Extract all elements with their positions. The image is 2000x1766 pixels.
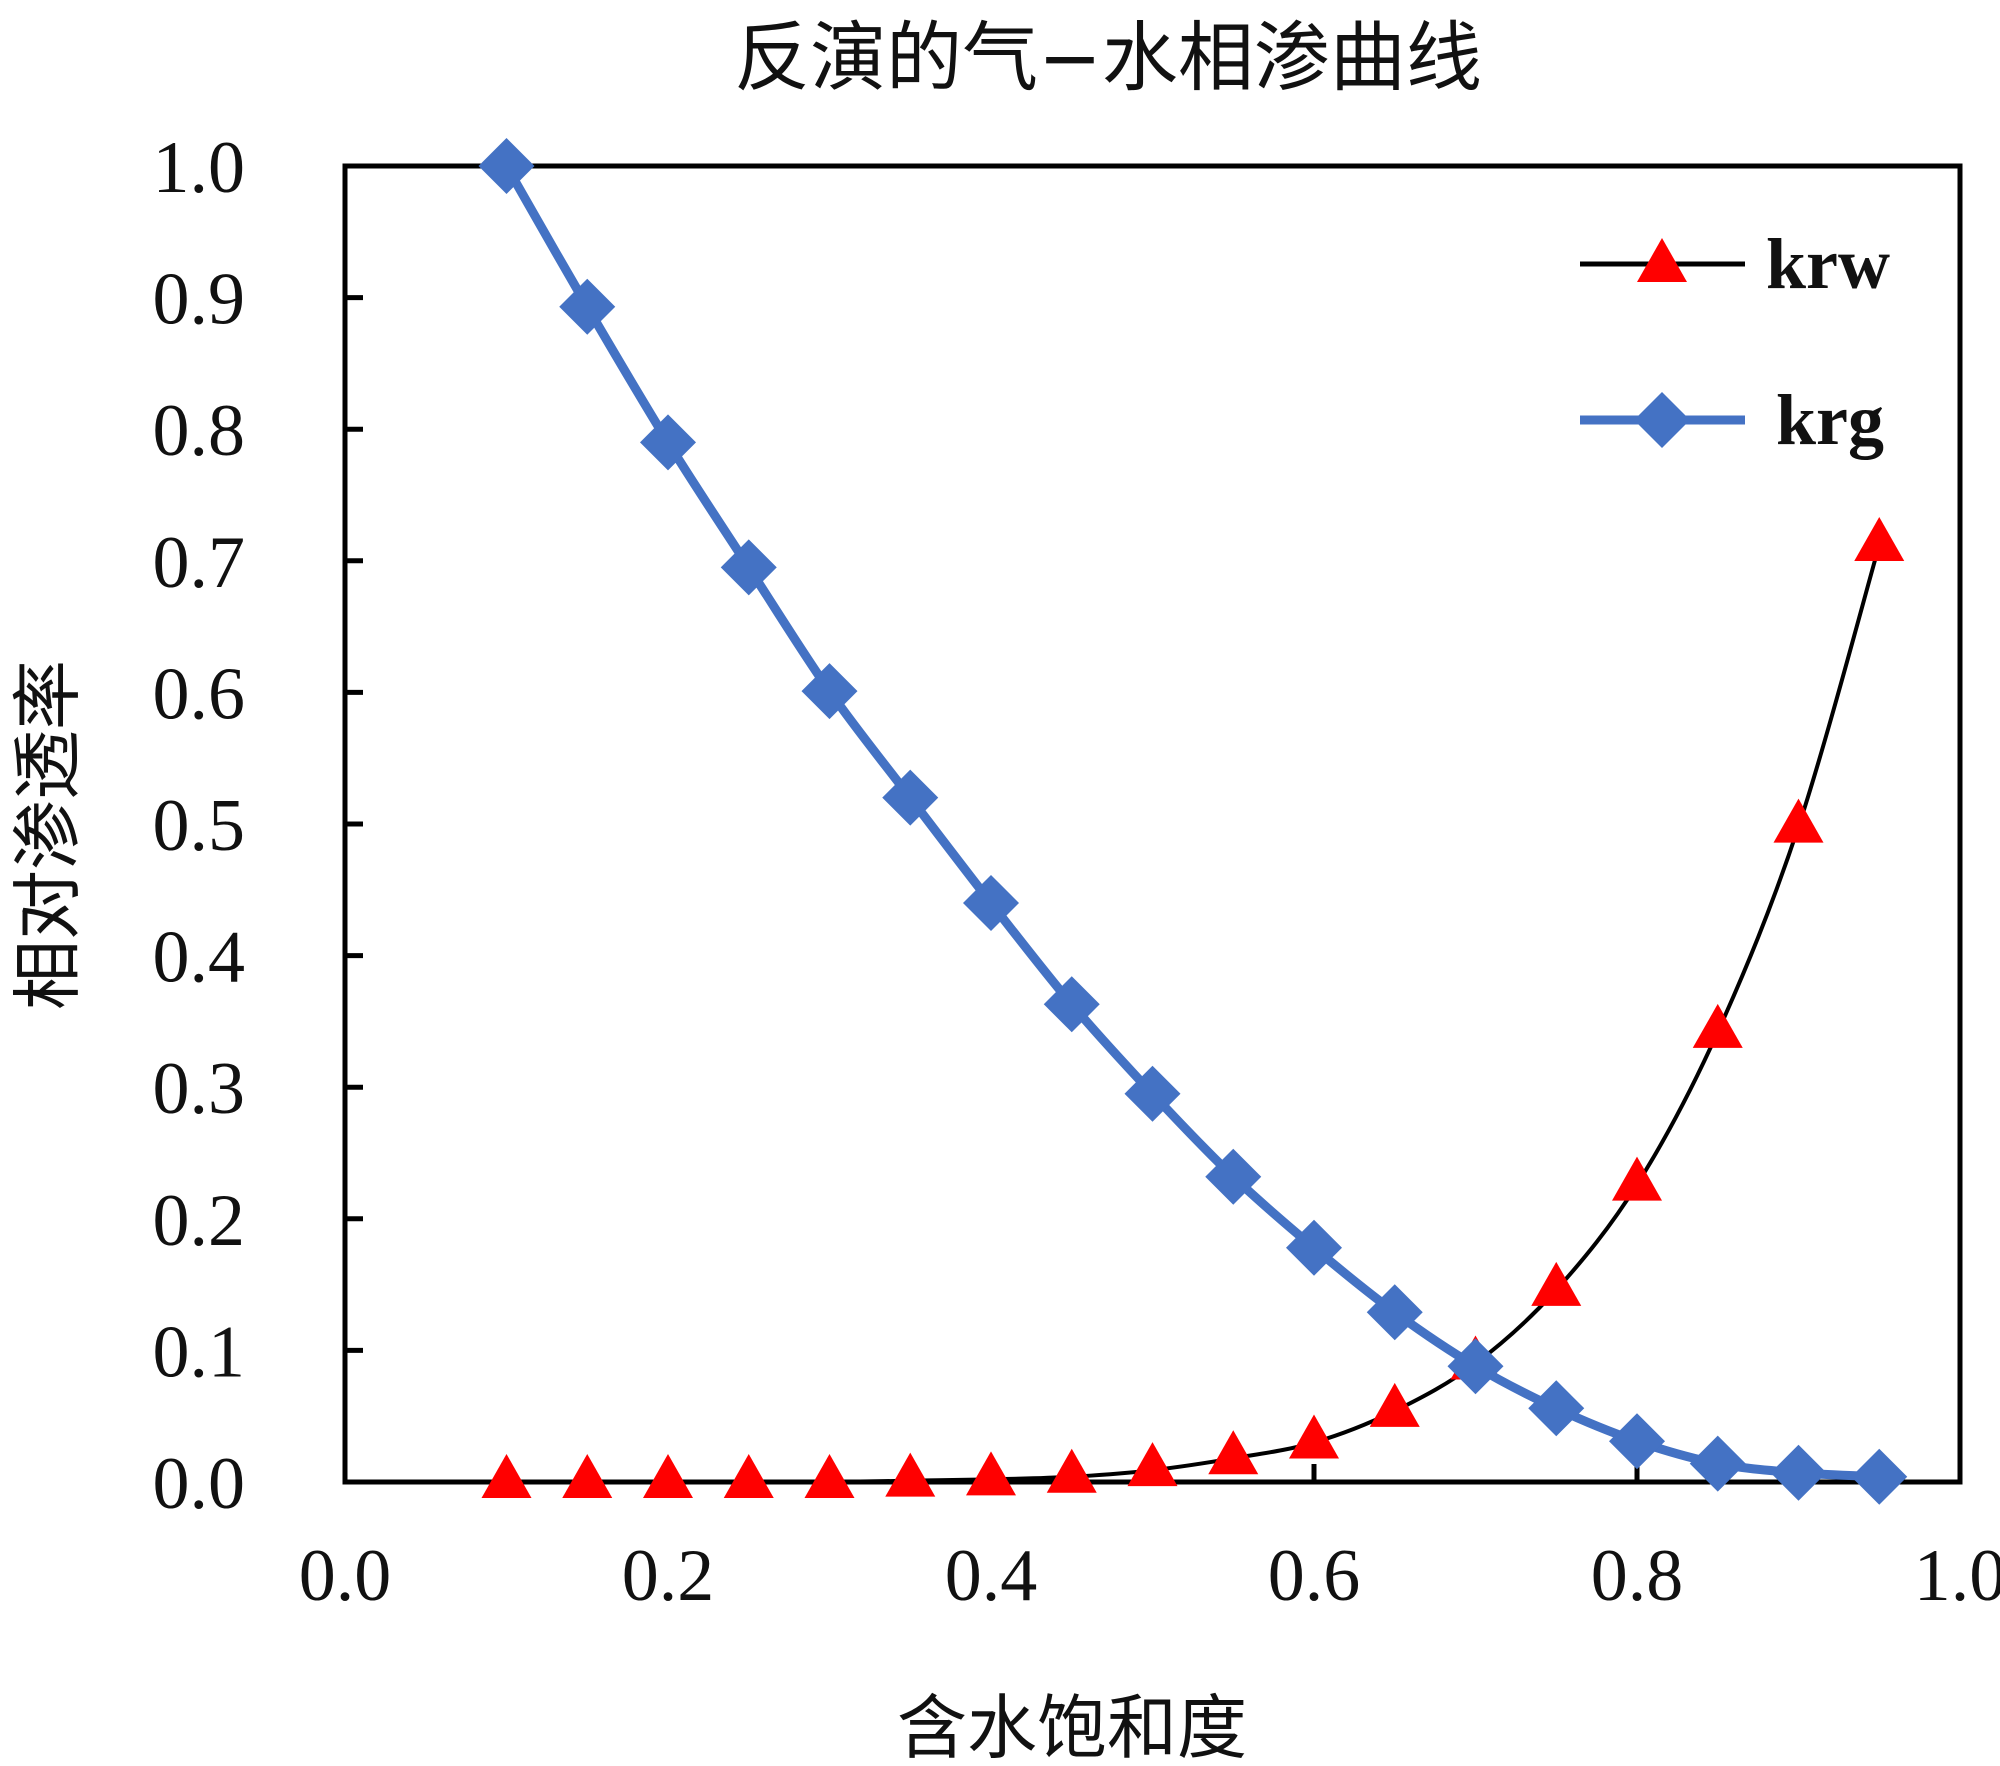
series-krw-marker — [1854, 517, 1905, 562]
series-krg-marker — [1689, 1435, 1746, 1492]
series-krw-marker — [1531, 1261, 1582, 1306]
series-layer — [478, 138, 1908, 1505]
y-axis-label: 相对渗透率 — [7, 660, 89, 1010]
series-krg-marker — [1124, 1065, 1181, 1122]
series-krg-line — [502, 163, 1880, 1482]
y-tick-label: 0.6 — [153, 653, 246, 735]
series-krg-marker — [882, 769, 939, 826]
x-tick-label: 0.0 — [299, 1535, 392, 1617]
series-krg-marker — [640, 414, 696, 471]
chart-title: 反演的气−水相渗曲线 — [734, 13, 1482, 102]
series-krw-marker — [562, 1454, 613, 1498]
series-krg-marker — [478, 138, 535, 194]
series-krw-marker — [1369, 1382, 1420, 1427]
series-krg-marker — [1770, 1444, 1827, 1501]
series-krw-marker — [1046, 1448, 1097, 1493]
y-tick-label: 0.3 — [153, 1048, 246, 1130]
series-krg-marker — [1447, 1338, 1504, 1395]
series-krg-marker — [1205, 1148, 1262, 1205]
series-krw-marker — [966, 1451, 1016, 1496]
y-tick-label: 0.4 — [153, 917, 246, 999]
series-krw-marker — [1612, 1156, 1662, 1201]
series-krg-marker — [1609, 1413, 1665, 1470]
y-tick-label: 0.5 — [153, 785, 246, 867]
x-tick-label: 1.0 — [1914, 1535, 2000, 1617]
series-krw-marker — [804, 1454, 855, 1498]
series-krg-marker — [1851, 1448, 1908, 1505]
y-tick-label: 0.8 — [153, 390, 246, 472]
y-tick-label: 0.7 — [153, 522, 246, 604]
series-krg-marker — [801, 663, 858, 720]
plot-frame — [342, 163, 1963, 1485]
x-axis-label: 含水饱和度 — [897, 1687, 1247, 1766]
y-tick-label: 0.9 — [153, 259, 246, 341]
series-krw-marker — [723, 1454, 774, 1498]
series-krg-marker — [720, 539, 777, 596]
x-tick-label: 0.2 — [622, 1535, 715, 1617]
y-tick-label: 1.0 — [153, 127, 246, 209]
series-krw-marker — [481, 1454, 532, 1498]
series-krw-line — [506, 544, 1882, 1485]
y-tick-label: 0.0 — [153, 1443, 246, 1525]
y-tick-label: 0.2 — [153, 1180, 246, 1262]
series-krw-marker — [1208, 1430, 1259, 1475]
series-krg-marker — [1286, 1219, 1342, 1276]
x-tick-label: 0.4 — [945, 1535, 1038, 1617]
series-krg-marker — [559, 278, 616, 335]
series-krg-marker — [1043, 976, 1100, 1033]
x-tick-label: 0.6 — [1268, 1535, 1361, 1617]
series-krw-marker — [1127, 1442, 1178, 1487]
series-krg-marker — [963, 874, 1019, 931]
legend-krg-label: krg — [1776, 380, 1884, 460]
series-krw-marker — [1692, 1003, 1743, 1048]
series-krw-marker — [1289, 1414, 1339, 1459]
series-krw-marker — [885, 1452, 936, 1497]
legend-krw-marker — [1637, 238, 1687, 282]
y-tick-label: 0.1 — [153, 1311, 246, 1393]
series-krg-marker — [1366, 1284, 1423, 1341]
series-krw-marker — [1773, 798, 1824, 843]
axis-ticks: 0.0 0.1 0.2 0.3 0.4 0.5 0.6 0.7 0.8 0.9 1.0 0.0 0.2 0… — [153, 127, 2000, 1617]
series-krw-marker — [643, 1454, 693, 1498]
legend-krw-label: krw — [1766, 224, 1890, 304]
legend-krg-marker — [1634, 392, 1690, 448]
legend: krw krg — [1580, 224, 1890, 460]
x-tick-label: 0.8 — [1591, 1535, 1684, 1617]
series-krg-marker — [1528, 1380, 1585, 1437]
